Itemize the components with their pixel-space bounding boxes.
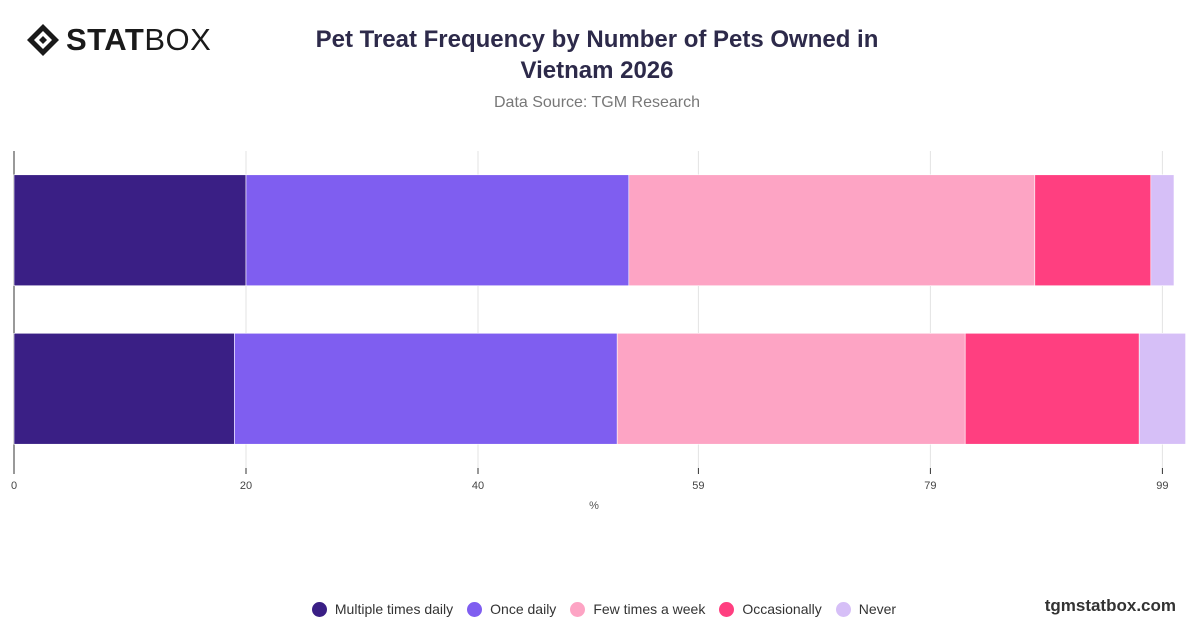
legend-label: Multiple times daily [334,601,454,617]
bar-segment [616,332,966,445]
x-tick-label: 99 [1156,480,1168,492]
brand-name: STATBOX [66,22,211,58]
legend-swatch [570,601,586,617]
bar-segment [13,332,235,445]
brand-name-bold: STAT [66,22,145,57]
bar-segment [234,332,618,445]
x-tick-label: 79 [924,480,936,492]
bar-segment [1034,174,1152,287]
x-tick-label: 59 [692,480,704,492]
legend-swatch [719,601,735,617]
bar-segment [964,332,1140,445]
x-axis-title: % [589,500,599,512]
legend-swatch [467,601,483,617]
chart-legend: Multiple times daily Once daily Few times … [0,601,1200,617]
bar-segment [1150,174,1175,287]
legend-item[interactable]: Few times a week [570,601,705,617]
watermark: tgmstatbox.com [1044,596,1176,615]
brand-name-light: BOX [144,22,212,57]
chart-subtitle: Data Source: TGM Research [493,94,700,111]
brand-logo: STATBOX [26,22,211,58]
legend-swatch [311,601,327,617]
legend-label: Few times a week [593,601,706,617]
bar-segment [13,174,247,287]
x-tick-label: 40 [472,480,484,492]
chart-header: Pet Treat Frequency by Number of Pets Ow… [280,24,914,112]
legend-item[interactable]: Once daily [467,601,556,617]
legend-item[interactable]: Multiple times daily [311,601,454,617]
chart-title: Pet Treat Frequency by Number of Pets Ow… [315,26,879,84]
legend-label: Never [858,601,897,617]
x-tick-label: 0 [11,480,17,492]
x-tick-label: 20 [240,480,252,492]
bar-segment [628,174,1036,287]
legend-item[interactable]: Occasionally [719,601,822,617]
legend-item[interactable]: Never [835,601,897,617]
bar-segment [245,174,630,287]
bar-segment [1138,332,1186,445]
legend-label: Occasionally [742,601,822,617]
diamond-logo-icon [27,24,59,56]
legend-label: Once daily [490,601,557,617]
legend-swatch [835,601,851,617]
